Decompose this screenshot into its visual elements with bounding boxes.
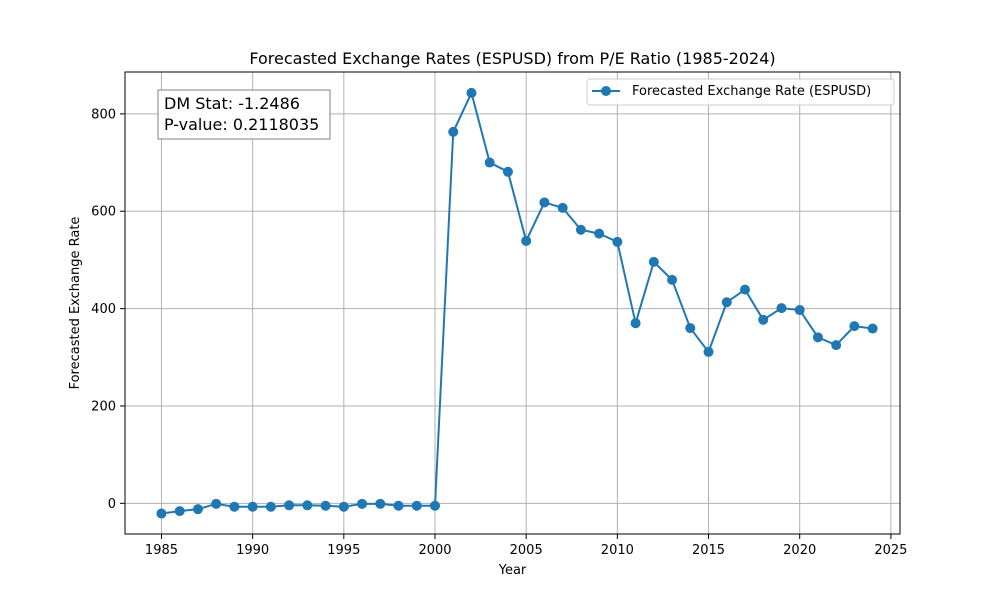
data-point: [284, 500, 295, 511]
x-axis-label: Year: [498, 563, 527, 578]
data-point: [411, 500, 422, 511]
x-tick-label: 2020: [783, 543, 816, 558]
stats-box: DM Stat: -1.2486 P-value: 0.2118035: [157, 89, 331, 140]
dm-stat-text: DM Stat: -1.2486: [164, 94, 300, 113]
data-point: [466, 87, 477, 98]
data-point: [630, 318, 641, 329]
data-point: [575, 224, 586, 235]
data-point: [302, 500, 313, 511]
x-tick-label: 1985: [145, 543, 178, 558]
data-point: [776, 303, 787, 314]
data-series: [156, 87, 878, 519]
data-point: [247, 501, 258, 512]
data-point: [211, 498, 222, 509]
data-point: [502, 166, 513, 177]
y-tick-label: 400: [91, 302, 116, 317]
data-point: [174, 506, 185, 517]
series-line: [161, 91, 873, 515]
data-point: [265, 501, 276, 512]
gridlines: [125, 72, 900, 534]
legend-marker-swatch: [601, 86, 611, 96]
data-point: [375, 498, 386, 509]
x-tick-label: 2005: [510, 543, 543, 558]
data-point: [320, 500, 331, 511]
data-point: [831, 340, 842, 351]
p-value-text: P-value: 0.2118035: [164, 115, 319, 134]
y-tick-label: 200: [91, 399, 116, 414]
data-point: [430, 500, 440, 511]
data-point: [794, 305, 805, 316]
data-point: [338, 501, 349, 512]
data-point: [612, 236, 623, 247]
data-point: [156, 508, 167, 519]
x-tick-label: 2015: [692, 543, 725, 558]
y-tick-label: 800: [91, 107, 116, 122]
data-point: [849, 321, 860, 332]
data-point: [721, 297, 732, 308]
data-point: [393, 500, 404, 511]
data-point: [685, 323, 696, 334]
x-axis-ticks: 1985 1990 1995 2000 2005 2010 2015 2020 2025: [145, 534, 907, 558]
chart-title: Forecasted Exchange Rates (ESPUSD) from …: [249, 49, 775, 68]
data-point: [557, 202, 568, 213]
y-axis-label: Forecasted Exchange Rate: [68, 217, 83, 390]
legend-frame: [586, 78, 895, 106]
x-tick-label: 2000: [418, 543, 451, 558]
data-point: [867, 323, 878, 334]
data-point: [758, 314, 769, 325]
data-point: [448, 126, 459, 137]
x-tick-label: 1990: [236, 543, 269, 558]
stats-box-frame: [157, 89, 331, 140]
data-point: [229, 501, 240, 512]
x-tick-label: 2010: [601, 543, 634, 558]
data-point: [812, 332, 823, 343]
data-point: [703, 346, 714, 357]
plot-frame: [124, 71, 901, 535]
legend: Forecasted Exchange Rate (ESPUSD): [586, 78, 895, 106]
data-point: [192, 504, 203, 515]
data-point: [521, 235, 532, 246]
data-point: [594, 228, 605, 239]
data-point: [648, 256, 659, 267]
data-point: [740, 284, 750, 295]
y-tick-label: 0: [108, 497, 116, 512]
legend-entry-label: Forecasted Exchange Rate (ESPUSD): [632, 84, 871, 99]
y-tick-label: 600: [91, 205, 116, 220]
x-tick-label: 1995: [327, 543, 360, 558]
x-tick-label: 2025: [874, 543, 907, 558]
y-axis-ticks: 0 200 400 600 800: [91, 107, 125, 512]
data-point: [539, 197, 550, 208]
data-point: [667, 274, 678, 285]
data-point: [484, 157, 495, 168]
data-point: [357, 498, 368, 509]
